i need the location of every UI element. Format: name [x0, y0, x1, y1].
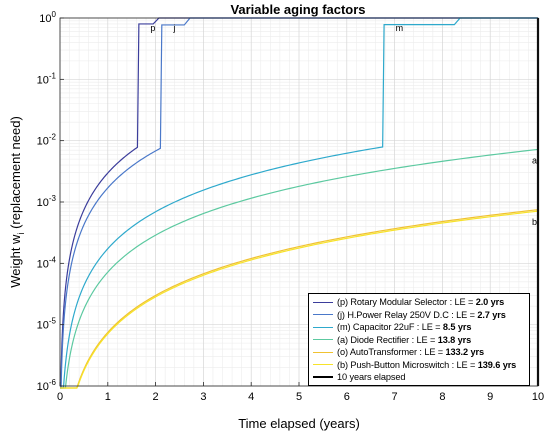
x-tick-label: 7	[392, 391, 398, 403]
legend-life-expectancy: 133.2 yrs	[445, 347, 485, 358]
series-end-label-p: p	[150, 23, 155, 33]
y-tick-label: 100	[39, 10, 56, 25]
series-line-b	[60, 210, 539, 389]
y-tick-label: 10-5	[37, 317, 57, 332]
x-tick-label: 10	[532, 391, 544, 403]
x-tick-label: 6	[344, 391, 350, 403]
legend-label: (b) Push-Button Microswitch : LE = 139.6…	[337, 359, 517, 370]
legend-entry: (j) H.Power Relay 250V D.C : LE = 2.7 yr…	[313, 309, 525, 322]
legend-life-expectancy: 2.0 yrs	[475, 297, 505, 308]
y-tick-label: 10-4	[37, 255, 57, 270]
y-tick-label: 10-2	[37, 133, 57, 148]
x-axis-label: Time elapsed (years)	[238, 416, 360, 431]
x-tick-label: 8	[439, 391, 445, 403]
y-tick-label: 10-6	[37, 378, 57, 393]
series-line-p	[60, 17, 538, 389]
series-line-a	[60, 148, 539, 389]
legend-label: 10 years elapsed	[337, 372, 406, 383]
legend-swatch	[313, 351, 333, 353]
legend-life-expectancy: 8.5 yrs	[442, 322, 472, 333]
y-axis-label-main: Weight w	[8, 234, 23, 288]
legend-swatch	[313, 301, 333, 303]
legend-swatch	[313, 376, 333, 379]
y-axis-ticks: 10-6 10-5 10-4 10-3 10-2 10-1 100	[37, 10, 64, 393]
legend: (p) Rotary Modular Selector : LE = 2.0 y…	[308, 293, 530, 386]
legend-life-expectancy: 2.7 yrs	[477, 309, 506, 320]
x-tick-label: 2	[153, 391, 159, 403]
x-tick-label: 3	[200, 391, 206, 403]
legend-entry: (o) AutoTransformer : LE = 133.2 yrs	[313, 346, 525, 359]
x-tick-label: 4	[248, 391, 254, 403]
x-tick-label: 0	[57, 391, 63, 403]
series-end-label-m: m	[396, 23, 404, 33]
y-axis-label-tail: (replacement need)	[8, 116, 23, 232]
legend-entry: (b) Push-Button Microswitch : LE = 139.6…	[313, 359, 525, 372]
legend-entry: (p) Rotary Modular Selector : LE = 2.0 y…	[313, 296, 525, 309]
legend-swatch	[313, 314, 333, 316]
legend-swatch	[313, 364, 333, 366]
legend-life-expectancy: 13.8 yrs	[437, 334, 472, 345]
series-line-j	[60, 17, 538, 389]
x-axis-ticks: 0 1 2 3 4 5 6 7 8 9 10	[57, 382, 544, 403]
series-end-label-a: a	[532, 155, 537, 165]
legend-entry: 10 years elapsed	[313, 371, 525, 384]
legend-label: (o) AutoTransformer : LE = 133.2 yrs	[337, 347, 485, 358]
legend-label: (p) Rotary Modular Selector : LE = 2.0 y…	[337, 297, 505, 308]
x-tick-label: 5	[296, 391, 302, 403]
series-end-label-j: j	[172, 23, 175, 33]
x-tick-label: 9	[487, 391, 493, 403]
legend-label: (m) Capacitor 22uF : LE = 8.5 yrs	[337, 322, 472, 333]
legend-label: (j) H.Power Relay 250V D.C : LE = 2.7 yr…	[337, 309, 506, 320]
legend-swatch	[313, 326, 333, 328]
y-axis-label: Weight wi (replacement need)	[8, 116, 26, 288]
series-line-m	[60, 17, 538, 389]
legend-entry: (m) Capacitor 22uF : LE = 8.5 yrs	[313, 321, 525, 334]
legend-entry: (a) Diode Rectifier : LE = 13.8 yrs	[313, 334, 525, 347]
chart-title: Variable aging factors	[230, 2, 365, 17]
y-tick-label: 10-1	[37, 71, 57, 86]
x-tick-label: 1	[105, 391, 111, 403]
series-end-labels: ab	[532, 155, 537, 226]
legend-swatch	[313, 339, 333, 341]
y-tick-label: 10-3	[37, 194, 57, 209]
y-axis-label-subscript: i	[16, 233, 26, 235]
series-end-label-b: b	[532, 217, 537, 227]
legend-life-expectancy: 139.6 yrs	[477, 359, 517, 370]
legend-label: (a) Diode Rectifier : LE = 13.8 yrs	[337, 334, 472, 345]
